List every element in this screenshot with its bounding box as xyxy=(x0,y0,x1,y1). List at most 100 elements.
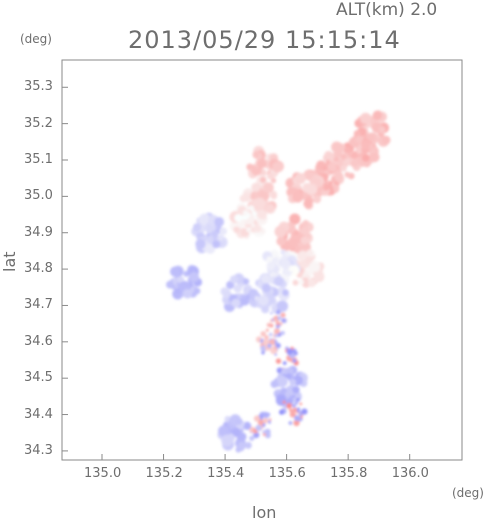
y-tick-label: 35.1 xyxy=(24,152,53,167)
echo-cell xyxy=(264,428,271,435)
echo-cell xyxy=(300,228,309,236)
echo-cell xyxy=(280,387,287,394)
echo-cell xyxy=(276,322,280,326)
echo-cell xyxy=(301,408,308,415)
echo-cell xyxy=(382,135,391,145)
echo-cell xyxy=(292,403,296,408)
echo-cell xyxy=(302,220,309,227)
altitude-label: ALT(km) 2.0 xyxy=(336,0,438,20)
echo-cell xyxy=(275,342,281,349)
echo-cell xyxy=(266,261,276,271)
echo-cell xyxy=(303,170,314,180)
y-tick-label: 34.3 xyxy=(24,442,53,458)
x-axis-label: lon xyxy=(252,503,277,522)
echo-cell xyxy=(268,420,271,424)
plot-frame xyxy=(61,59,463,461)
echo-cell xyxy=(170,266,181,277)
echo-cell xyxy=(298,279,304,285)
echo-cell xyxy=(259,176,267,184)
echo-cell xyxy=(275,358,282,364)
echo-cell xyxy=(233,226,240,234)
echo-cell xyxy=(260,345,267,352)
echo-cell xyxy=(242,210,249,216)
echo-cell xyxy=(327,162,337,172)
echo-cell xyxy=(253,431,260,439)
echo-cell xyxy=(260,331,267,337)
echo-cell xyxy=(294,401,299,405)
echo-cell xyxy=(293,419,300,427)
echo-cell xyxy=(268,418,272,421)
echo-cell xyxy=(229,275,238,284)
echo-cell xyxy=(355,135,363,144)
echo-cell xyxy=(267,172,275,180)
echo-cell xyxy=(255,424,262,432)
echo-cell xyxy=(299,417,303,421)
y-tick-label: 34.6 xyxy=(24,333,53,349)
echo-cell xyxy=(322,165,328,171)
echo-cell xyxy=(273,318,278,322)
x-tick-label: 135.4 xyxy=(207,466,245,481)
echo-cell xyxy=(286,403,292,409)
echo-cell xyxy=(243,421,252,430)
echo-cell xyxy=(342,161,349,168)
echo-cell xyxy=(289,408,293,412)
echo-cell xyxy=(237,441,246,451)
echo-cell xyxy=(306,183,318,196)
y-tick-label: 35.2 xyxy=(24,115,53,131)
echo-cell xyxy=(274,225,287,238)
echo-cell xyxy=(261,283,271,293)
echo-cell xyxy=(280,259,291,269)
y-tick-label: 34.8 xyxy=(24,261,53,277)
echo-cell xyxy=(298,251,308,261)
echo-cell xyxy=(258,295,269,306)
echo-cell xyxy=(307,279,316,288)
chart-timestamp: 2013/05/29 15:15:14 xyxy=(128,26,401,54)
echo-cell xyxy=(299,402,303,406)
echo-cell xyxy=(378,126,386,134)
echo-cell xyxy=(292,191,304,203)
y-tick-label: 35.0 xyxy=(24,188,53,204)
x-tick-label: 135.2 xyxy=(145,466,183,481)
echo-cell xyxy=(195,238,206,250)
echo-cell xyxy=(289,411,296,418)
echo-cell xyxy=(236,418,243,425)
echo-cell xyxy=(288,265,296,272)
echo-cell xyxy=(334,171,344,181)
echo-cell xyxy=(265,203,275,214)
echo-cell xyxy=(274,333,279,338)
echo-cell xyxy=(269,339,275,346)
echo-cell xyxy=(233,284,242,293)
echo-cell xyxy=(296,398,300,402)
echo-cell xyxy=(279,409,285,415)
echo-cell xyxy=(277,316,282,321)
y-tick-label: 35.3 xyxy=(24,79,53,95)
echo-cell xyxy=(280,249,287,255)
echo-cell xyxy=(303,199,313,209)
echo-cell xyxy=(350,153,357,159)
echo-cell xyxy=(337,159,345,167)
echo-cell xyxy=(240,297,250,306)
echo-cell xyxy=(289,213,301,225)
echo-cell xyxy=(253,415,261,422)
echo-cell xyxy=(214,217,225,227)
echo-cell xyxy=(273,276,284,287)
echo-cell xyxy=(256,159,266,169)
echo-cell xyxy=(264,335,269,340)
echo-cell xyxy=(309,261,321,273)
echo-cell xyxy=(212,240,221,249)
echo-cell xyxy=(192,223,202,232)
echo-cell xyxy=(231,298,241,308)
echo-cell xyxy=(272,161,283,173)
y-tick-label: 34.7 xyxy=(24,297,53,313)
echo-cell xyxy=(372,110,383,121)
echo-cell xyxy=(237,220,246,229)
x-unit-label: (deg) xyxy=(452,486,484,500)
x-tick-label: 135.6 xyxy=(268,466,306,481)
echo-cell xyxy=(312,194,322,204)
echo-cell xyxy=(294,415,300,422)
echo-cell xyxy=(251,182,261,192)
echo-cell xyxy=(369,152,380,163)
echo-cell xyxy=(333,156,339,162)
echo-cell xyxy=(306,249,314,257)
y-tick-label: 34.4 xyxy=(24,406,53,422)
